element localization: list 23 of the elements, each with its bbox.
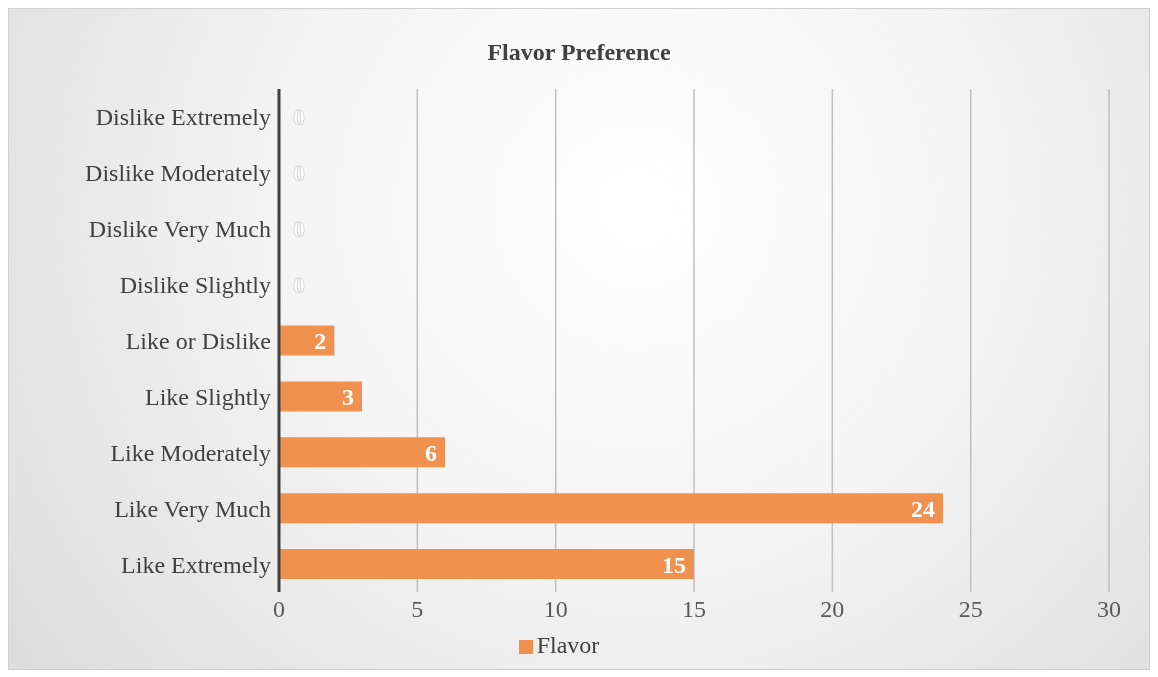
x-tick-label: 25 — [958, 596, 983, 623]
data-label: 24 — [911, 495, 935, 522]
chart-title: Flavor Preference — [486, 38, 672, 67]
y-tick-label: Like or Dislike — [125, 328, 271, 355]
data-label: 2 — [314, 327, 327, 354]
y-tick-label: Dislike Slightly — [119, 272, 271, 299]
y-tick-label: Dislike Very Much — [88, 216, 271, 243]
data-label: 6 — [425, 439, 437, 466]
x-tick-label: 10 — [543, 596, 568, 623]
y-tick-label: Like Very Much — [114, 495, 271, 522]
legend-label: Flavor — [536, 632, 600, 658]
data-label: 3 — [342, 383, 354, 410]
y-tick-label: Like Moderately — [110, 439, 271, 466]
x-tick-label: 30 — [1097, 596, 1121, 623]
y-tick-label: Dislike Extremely — [95, 104, 271, 131]
y-tick-label: Dislike Moderately — [85, 160, 271, 187]
y-tick-label: Like Extremely — [121, 551, 271, 578]
x-tick-label: 5 — [411, 596, 424, 623]
y-tick-label: Like Slightly — [145, 383, 271, 410]
data-label: 15 — [662, 551, 686, 578]
x-tick-label: 0 — [273, 596, 285, 623]
x-tick-label: 20 — [820, 596, 845, 623]
x-tick-label: 15 — [682, 596, 706, 623]
